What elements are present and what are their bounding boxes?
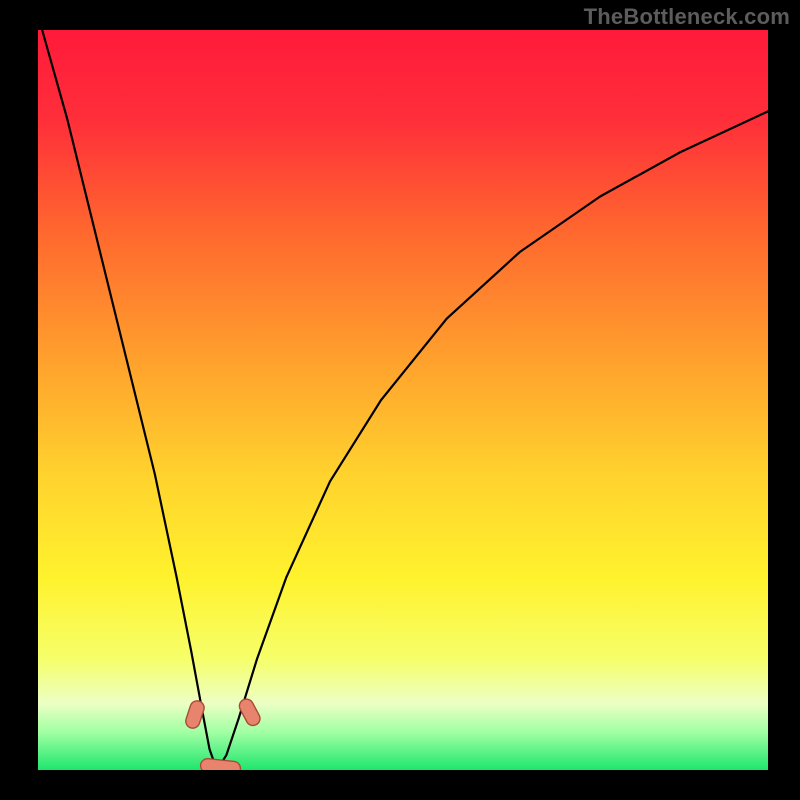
watermark-text: TheBottleneck.com (584, 4, 790, 30)
plot-area (38, 30, 768, 770)
gradient-background (38, 30, 768, 770)
chart-frame: TheBottleneck.com (0, 0, 800, 800)
chart-svg (38, 30, 768, 770)
